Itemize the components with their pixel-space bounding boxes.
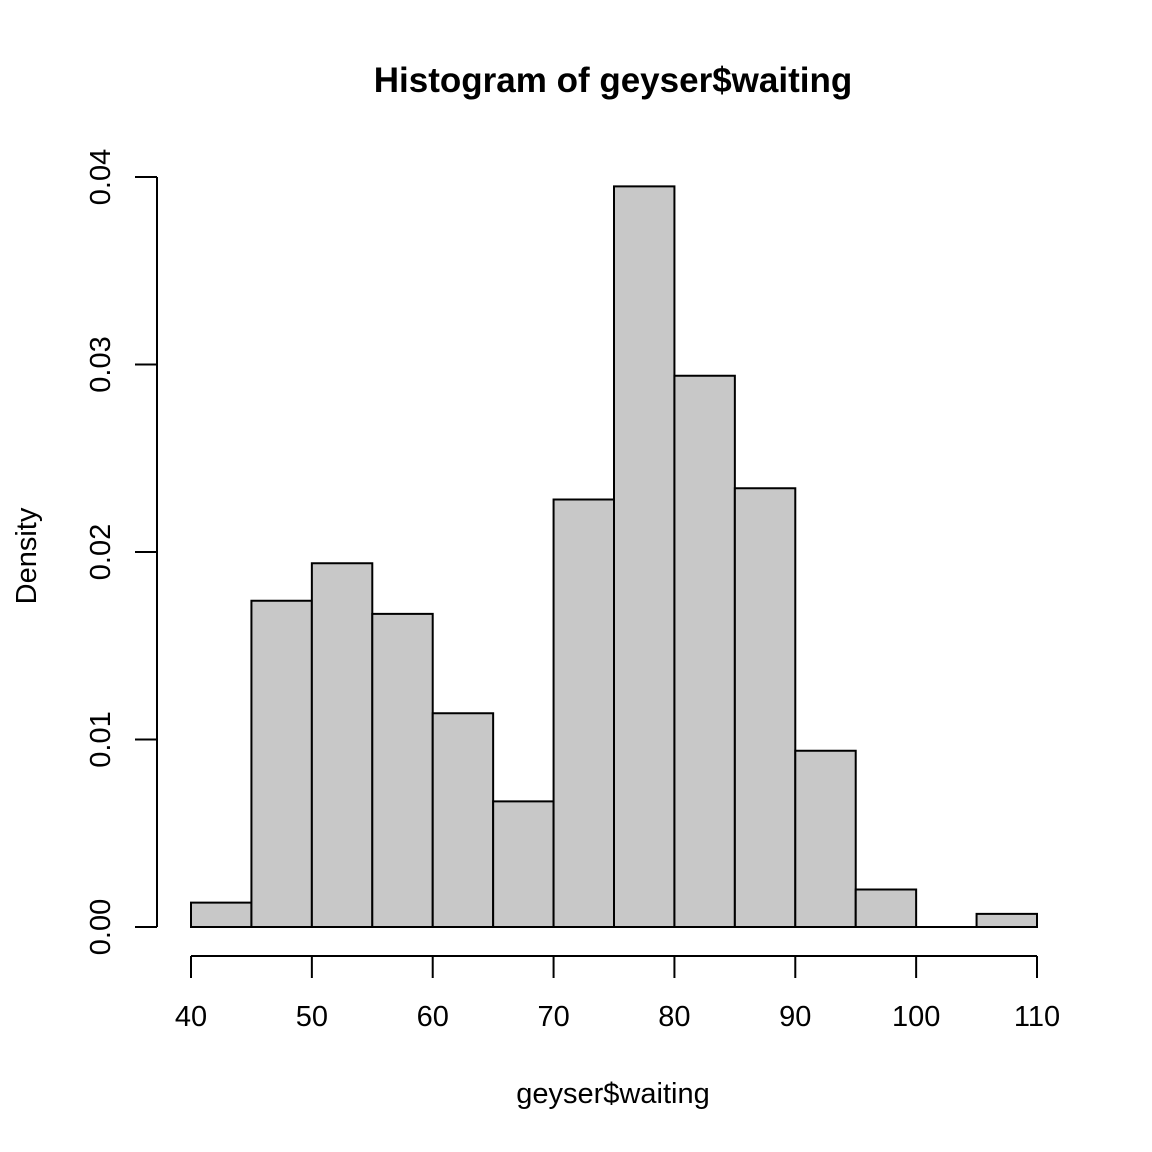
histogram-bar-5 — [492, 800, 555, 928]
x-tick-label-2: 60 — [417, 1001, 449, 1033]
bars — [190, 185, 1038, 928]
y-axis: 0.00 0.01 0.02 0.03 0.04 — [85, 149, 158, 955]
histogram-bar-1 — [250, 599, 313, 928]
histogram-bar-3 — [371, 612, 434, 928]
y-tick-label-3: 0.03 — [85, 336, 117, 392]
histogram-bar-9 — [733, 487, 797, 928]
histogram-bar-10 — [794, 749, 857, 928]
y-tick-label-2: 0.02 — [85, 524, 117, 580]
y-tick-label-4: 0.04 — [85, 149, 117, 205]
x-tick-label-5: 90 — [779, 1001, 811, 1033]
y-tick-label-0: 0.00 — [85, 899, 117, 955]
x-tick-label-1: 50 — [296, 1001, 328, 1033]
x-tick-label-6: 100 — [892, 1001, 940, 1033]
x-tick-label-4: 80 — [658, 1001, 690, 1033]
histogram-bar-13 — [975, 912, 1038, 928]
histogram-bar-11 — [854, 888, 918, 928]
x-axis-label: geyser$waiting — [516, 1078, 709, 1110]
histogram-bar-4 — [431, 712, 495, 928]
x-tick-label-3: 70 — [537, 1001, 569, 1033]
y-tick-label-1: 0.01 — [85, 711, 117, 767]
chart-title: Histogram of geyser$waiting — [374, 61, 852, 100]
histogram-bar-2 — [310, 562, 374, 928]
histogram-bar-7 — [613, 185, 676, 928]
y-axis-label: Density — [11, 507, 43, 604]
x-axis: 40 50 60 70 80 90 100 110 — [175, 955, 1060, 1033]
x-tick-label-0: 40 — [175, 1001, 207, 1033]
histogram-bar-8 — [673, 374, 736, 928]
histogram-bar-6 — [552, 498, 615, 928]
histogram-bar-0 — [190, 901, 253, 928]
x-tick-label-7: 110 — [1014, 1001, 1060, 1033]
